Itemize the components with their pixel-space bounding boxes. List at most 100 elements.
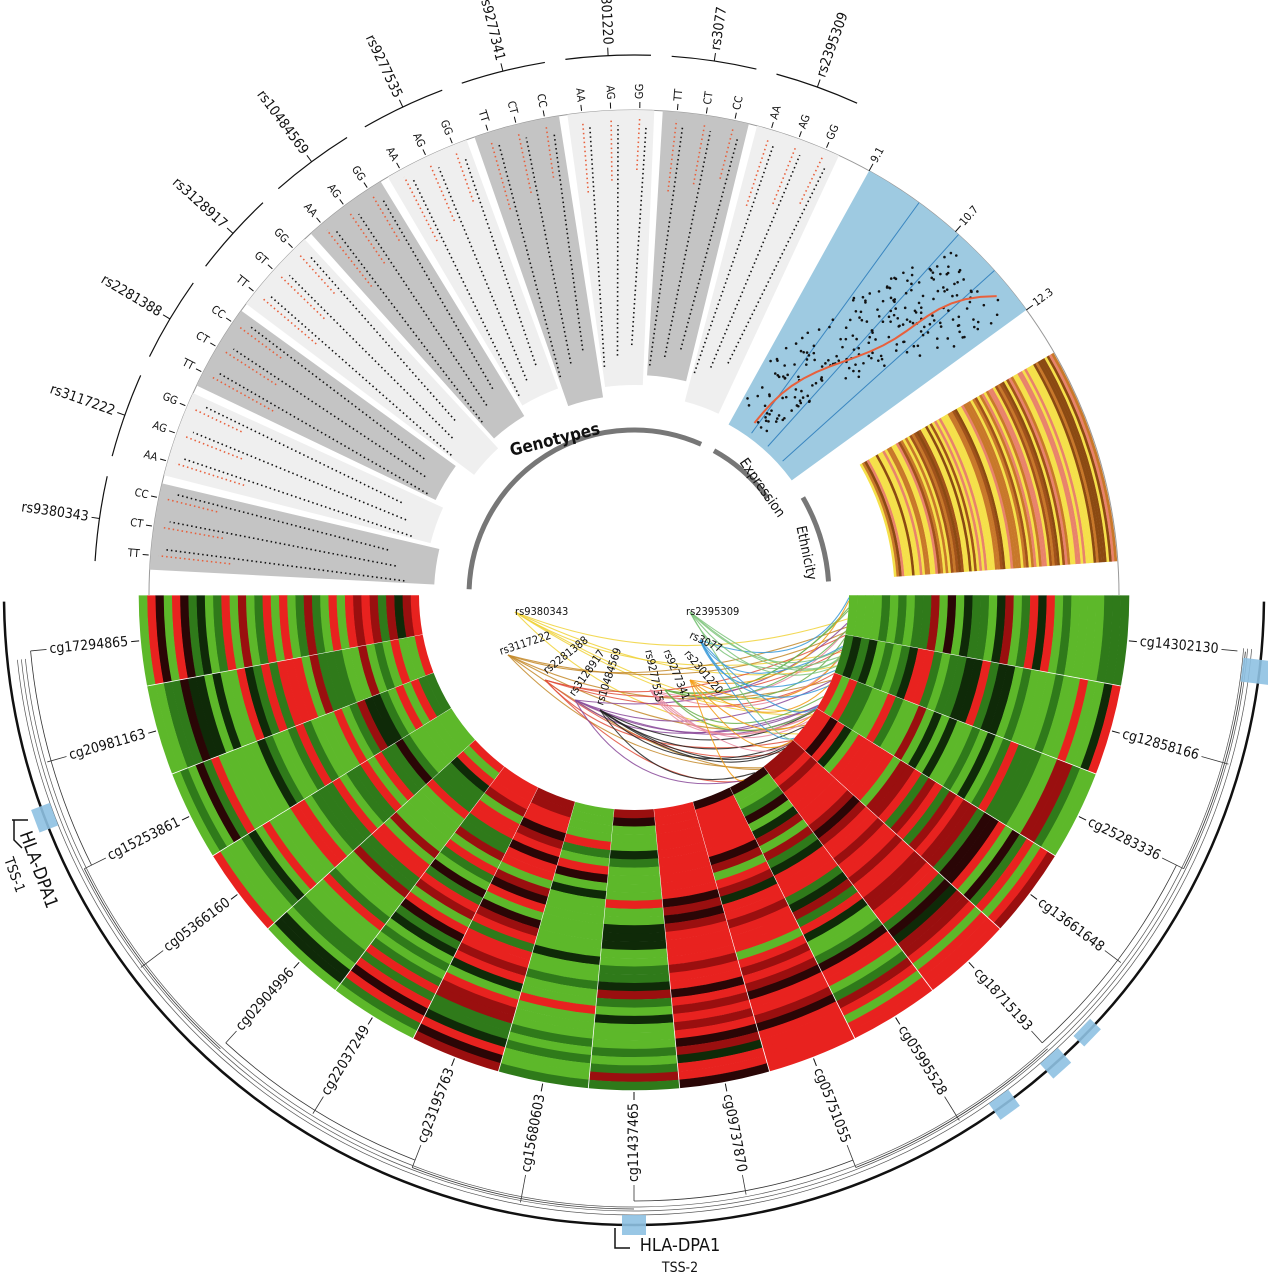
genotype-label: AG	[410, 131, 428, 149]
cpg-tick	[1079, 817, 1086, 821]
expression-dot	[996, 313, 999, 316]
snp-bracket-tick	[227, 228, 233, 233]
expression-dot	[880, 355, 883, 358]
expression-dot	[953, 283, 956, 286]
expression-dot	[936, 337, 939, 340]
cpg-tick	[541, 1084, 542, 1092]
genotype-tick	[151, 496, 157, 497]
dendrogram-stem	[1105, 951, 1121, 963]
heatmap-cell	[602, 940, 667, 950]
genotype-label: TT	[671, 88, 685, 103]
genotype-label: CC	[133, 486, 149, 502]
genotype-label: AG	[604, 85, 618, 100]
cpg-label: cg22037249	[318, 1023, 373, 1099]
snp-bracket	[278, 138, 347, 189]
expression-dot	[922, 334, 925, 337]
expression-dot	[852, 334, 855, 337]
genotype-tick	[799, 131, 801, 137]
expression-dot	[818, 328, 821, 331]
cpg-label: cg14302130	[1139, 634, 1219, 657]
expression-dot	[801, 337, 804, 340]
expression-dot	[904, 307, 907, 310]
expression-tick-label: 9.1	[868, 145, 887, 165]
expression-dot	[871, 331, 874, 334]
expression-dot	[849, 319, 852, 322]
expression-dot	[797, 405, 800, 408]
cpg-label: cg02904996	[233, 965, 298, 1034]
genotype-tick	[423, 149, 426, 154]
heatmap-cell	[609, 858, 659, 868]
expression-dot	[893, 314, 896, 317]
expression-dot	[852, 370, 855, 373]
expression-dot	[867, 341, 870, 344]
expression-dot	[889, 320, 892, 323]
snp-label: rs9277535	[362, 32, 405, 100]
snp-bracket	[112, 375, 141, 456]
cpg-tick	[725, 1084, 726, 1092]
expression-dot	[766, 430, 769, 433]
genotype-tick	[364, 183, 367, 188]
expression-dot	[910, 283, 913, 286]
expression-dot	[799, 402, 802, 405]
genotype-tick	[677, 104, 678, 110]
genotype-label: AA	[301, 200, 320, 219]
genotype-label: GG	[633, 84, 646, 99]
expression-dot	[858, 370, 861, 373]
expression-dot	[895, 349, 898, 352]
cpg-tick	[182, 817, 189, 821]
expression-dot	[778, 414, 781, 417]
expression-dot	[945, 273, 948, 276]
expression-dot	[990, 322, 993, 325]
dendrogram-stem	[84, 858, 105, 869]
cpg-tick	[368, 1018, 372, 1025]
section-label: Genotypes	[508, 419, 602, 461]
expression-dot	[933, 319, 936, 322]
snp-bracket-tick	[501, 63, 503, 71]
expression-dot	[911, 266, 914, 269]
expression-dot	[929, 268, 932, 271]
expression-dot	[983, 304, 986, 307]
snp-bracket	[565, 55, 651, 59]
expression-dot	[919, 354, 922, 357]
dendrogram-stem	[31, 649, 47, 650]
expression-dot	[953, 345, 956, 348]
snp-bracket-tick	[307, 155, 312, 161]
cpg-tick	[231, 895, 237, 900]
genotype-label: TT	[233, 272, 252, 291]
genotype-tick	[180, 403, 186, 405]
cpg-label: cg18715193	[970, 965, 1035, 1034]
expression-dot	[920, 330, 923, 333]
genotype-tick	[450, 138, 452, 144]
genotype-tick	[226, 318, 231, 321]
expression-dot	[932, 271, 935, 274]
expression-dot	[962, 278, 965, 281]
expression-dot	[896, 317, 899, 320]
expression-dot	[848, 367, 851, 370]
expression-dot	[943, 256, 946, 259]
expression-dot	[906, 318, 909, 321]
expression-dot	[927, 331, 930, 334]
expression-dot	[883, 364, 886, 367]
expression-dot	[917, 344, 920, 347]
genotype-tick	[581, 105, 582, 111]
genotype-label: GG	[271, 225, 291, 245]
expression-dot	[897, 325, 900, 328]
genotype-tick	[196, 369, 201, 372]
expression-dot	[794, 396, 797, 399]
expression-dot	[839, 338, 842, 341]
expression-dot	[918, 281, 921, 284]
expression-dot	[760, 426, 763, 429]
expression-dot	[878, 315, 881, 318]
genotype-label: CT	[505, 100, 521, 117]
genotype-label: AA	[767, 104, 783, 121]
expression-dot	[915, 311, 918, 314]
expression-dot	[912, 322, 915, 325]
dendrogram-stem	[742, 1175, 746, 1195]
cpg-label: cg05366160	[161, 895, 234, 955]
cpg-tick	[814, 1058, 817, 1065]
expression-dot	[768, 395, 771, 398]
expression-dot	[888, 286, 891, 289]
expression-dot	[855, 310, 858, 313]
heatmap-cell	[601, 949, 667, 959]
genotype-label: CT	[701, 90, 716, 106]
